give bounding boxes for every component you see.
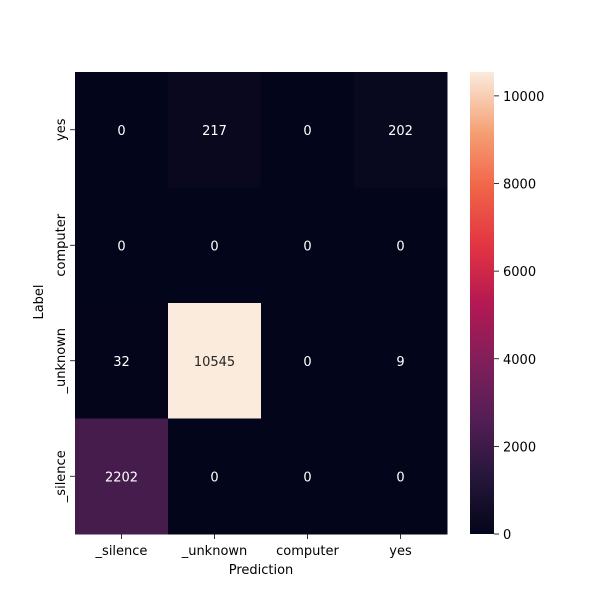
cell-value-label: 0	[303, 124, 311, 139]
cell-value-label: 0	[117, 124, 125, 139]
y-tick-label: _unknown	[54, 328, 69, 395]
heatmap-cell	[354, 72, 448, 188]
colorbar-tick-label: 2000	[503, 440, 536, 455]
cell-value-label: 217	[202, 124, 227, 139]
cell-value-label: 0	[303, 239, 311, 254]
y-axis-label: Label	[32, 284, 47, 319]
heatmap-cell-labels: 0 217 0 202 0 0 0 0 32 10545 0 9 2202 0 0 0	[105, 124, 413, 486]
heatmap-cell	[168, 72, 262, 188]
cell-value-label: 10545	[194, 355, 235, 370]
colorbar	[470, 72, 494, 534]
heatmap-cells	[75, 72, 448, 535]
heatmap-cell	[354, 303, 448, 419]
cell-value-label: 0	[396, 470, 404, 485]
cell-value-label: 0	[303, 355, 311, 370]
cell-value-label: 0	[117, 239, 125, 254]
colorbar-ticks: 0 2000 4000 6000 8000 10000	[494, 90, 544, 543]
heatmap-cell	[75, 303, 169, 419]
cell-value-label: 32	[113, 355, 130, 370]
heatmap-cell	[261, 418, 355, 535]
heatmap-cell	[261, 72, 355, 188]
colorbar-tick-label: 4000	[503, 353, 536, 368]
cell-value-label: 2202	[105, 470, 138, 485]
x-axis-label: Prediction	[229, 563, 294, 578]
cell-value-label: 0	[210, 470, 218, 485]
colorbar-tick-label: 8000	[503, 178, 536, 193]
colorbar-tick-label: 10000	[503, 90, 544, 105]
colorbar-tick-label: 6000	[503, 265, 536, 280]
heatmap-cell	[168, 187, 262, 304]
y-axis-ticks: yes computer _unknown _silence	[54, 118, 75, 503]
x-tick-label: _silence	[95, 544, 148, 559]
heatmap-cell	[168, 418, 262, 535]
y-tick-label: yes	[54, 118, 69, 141]
colorbar-tick-label: 0	[503, 528, 511, 543]
cell-value-label: 0	[210, 239, 218, 254]
heatmap-cell	[261, 303, 355, 419]
heatmap-cell	[75, 72, 169, 188]
cell-value-label: 0	[303, 470, 311, 485]
cell-value-label: 202	[388, 124, 413, 139]
x-tick-label: yes	[389, 544, 412, 559]
heatmap-cell	[261, 187, 355, 304]
y-tick-label: _silence	[54, 450, 69, 503]
y-tick-label: computer	[54, 213, 69, 276]
cell-value-label: 0	[396, 239, 404, 254]
heatmap-cell	[354, 187, 448, 304]
heatmap-cell	[168, 303, 262, 419]
x-axis-ticks: _silence _unknown computer yes	[95, 534, 412, 559]
x-tick-label: computer	[276, 544, 339, 559]
heatmap-cell	[354, 418, 448, 535]
heatmap-cell	[75, 187, 169, 304]
x-tick-label: _unknown	[181, 544, 248, 559]
heatmap-cell	[75, 418, 169, 535]
cell-value-label: 9	[396, 355, 404, 370]
